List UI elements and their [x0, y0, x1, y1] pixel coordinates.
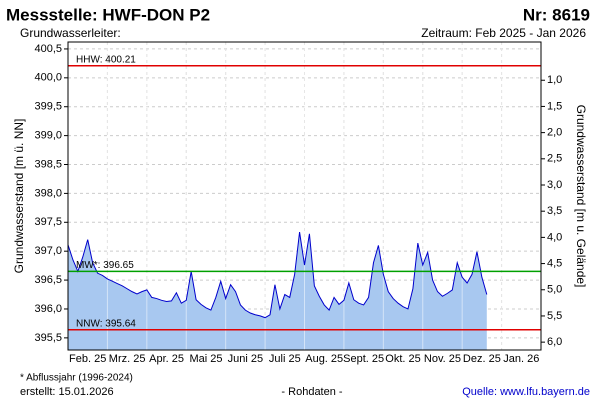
x-tick-label: Apr. 25	[149, 353, 184, 365]
y-tick-label: 397,0	[34, 245, 62, 257]
raw-data-note: - Rohdaten -	[281, 386, 342, 398]
y-tick-label: 397,5	[34, 216, 62, 228]
reference-label: MW*: 396.65	[76, 260, 134, 271]
reference-label: NNW: 395.64	[76, 318, 136, 329]
y2-tick-label: 3,5	[547, 205, 562, 217]
y-tick-label: 396,0	[34, 303, 62, 315]
x-tick-label: Feb. 25	[69, 353, 106, 365]
y2-tick-label: 2,5	[547, 153, 562, 165]
x-tick-label: Mai 25	[189, 353, 222, 365]
footnote: * Abflussjahr (1996-2024)	[20, 373, 133, 384]
y2-tick-label: 2,0	[547, 127, 562, 139]
y-tick-label: 395,5	[34, 332, 62, 344]
x-tick-label: Aug. 25	[305, 353, 343, 365]
y-tick-label: 400,5	[34, 43, 62, 55]
source: Quelle: www.lfu.bayern.de	[462, 386, 590, 398]
chart-title: Messstelle: HWF-DON P2	[6, 5, 210, 24]
y-tick-label: 400,0	[34, 72, 62, 84]
y2-axis-label: Grundwasserstand [m u. Gelände]	[574, 105, 588, 288]
y2-tick-label: 3,0	[547, 179, 562, 191]
y-tick-label: 396,5	[34, 274, 62, 286]
station-number: Nr: 8619	[523, 5, 590, 24]
line	[67, 232, 488, 319]
x-tick-label: Jan. 26	[503, 353, 539, 365]
y2-tick-label: 4,0	[547, 231, 562, 243]
y2-tick-label: 4,5	[547, 257, 562, 269]
x-tick-label: Okt. 25	[385, 353, 420, 365]
plot-frame	[67, 41, 542, 351]
period: Zeitraum: Feb 2025 - Jan 2026	[421, 26, 586, 40]
x-tick-label: Sept. 25	[343, 353, 384, 365]
x-tick-label: Juni 25	[228, 353, 263, 365]
y2-tick-label: 1,0	[547, 74, 562, 86]
y-tick-label: 399,5	[34, 101, 62, 113]
y-tick-label: 398,0	[34, 187, 62, 199]
y-tick-label: 398,5	[34, 158, 62, 170]
subtitle: Grundwasserleiter:	[20, 26, 121, 40]
x-tick-label: Dez. 25	[463, 353, 501, 365]
area	[68, 232, 487, 350]
created-date: erstellt: 15.01.2026	[20, 386, 114, 398]
y-axis-label: Grundwasserstand [m ü. NN]	[12, 119, 26, 274]
y2-tick-label: 5,5	[547, 310, 562, 322]
x-tick-label: Juli 25	[269, 353, 301, 365]
x-tick-label: Mrz. 25	[109, 353, 146, 365]
y2-tick-label: 1,5	[547, 100, 562, 112]
y-tick-label: 399,0	[34, 130, 62, 142]
y2-tick-label: 6,0	[547, 336, 562, 348]
y2-tick-label: 5,0	[547, 284, 562, 296]
x-tick-label: Nov. 25	[424, 353, 461, 365]
reference-label: HHW: 400.21	[76, 54, 136, 65]
